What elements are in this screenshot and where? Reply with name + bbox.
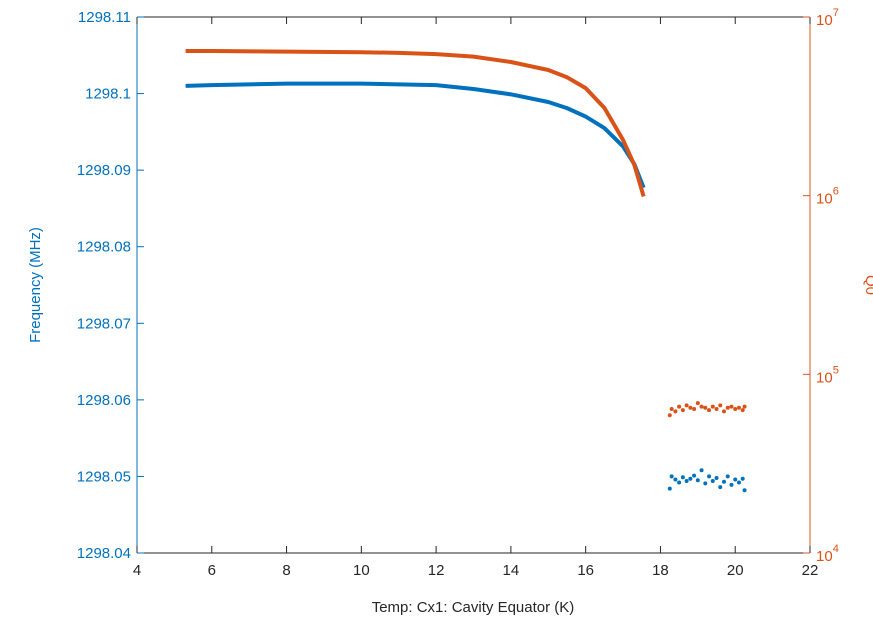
y2-tick-label: 106: [816, 186, 839, 208]
x-tick-label: 20: [727, 562, 744, 579]
y2-tick-exponent: 6: [833, 186, 839, 198]
data-point: [710, 479, 715, 484]
data-point: [667, 486, 672, 491]
data-point: [725, 405, 730, 410]
data-point: [673, 477, 678, 482]
data-point: [695, 478, 700, 483]
data-point: [673, 409, 678, 414]
data-point: [729, 404, 734, 409]
data-point: [699, 404, 704, 409]
data-point: [677, 480, 682, 485]
data-point: [667, 413, 672, 418]
data-point: [692, 406, 697, 411]
data-point: [688, 476, 693, 481]
x-tick-label: 12: [428, 562, 445, 579]
y2-tick-exponent: 4: [833, 543, 839, 555]
data-point: [669, 474, 674, 479]
x-tick-label: 18: [652, 562, 669, 579]
data-point: [684, 403, 689, 408]
x-tick-label: 8: [282, 562, 290, 579]
data-point: [722, 479, 727, 484]
x-tick-label: 10: [353, 562, 370, 579]
y-tick-label: 1298.09: [77, 162, 131, 179]
data-point: [736, 405, 741, 410]
data-point: [707, 474, 712, 479]
data-point: [729, 482, 734, 487]
data-point: [699, 468, 704, 473]
y-tick-label: 1298.04: [77, 545, 131, 562]
x-tick-label: 14: [503, 562, 520, 579]
data-point: [714, 406, 719, 411]
data-point: [695, 401, 700, 406]
y2-tick-label: 107: [816, 7, 839, 29]
data-point: [740, 408, 745, 413]
y2-axis-label: Q0: [862, 275, 873, 295]
data-point: [707, 408, 712, 413]
data-point: [718, 485, 723, 490]
data-point: [692, 473, 697, 478]
y-tick-label: 1298.08: [77, 239, 131, 256]
data-point: [740, 476, 745, 481]
y2-tick-label: 104: [816, 543, 839, 565]
data-point: [733, 406, 738, 411]
y2-tick-base: 10: [816, 191, 833, 208]
x-tick-label: 22: [802, 562, 819, 579]
y-tick-label: 1298.11: [78, 9, 131, 26]
y2-tick-exponent: 7: [833, 7, 839, 19]
x-tick-label: 16: [577, 562, 594, 579]
data-point: [680, 475, 685, 480]
y2-tick-base: 10: [816, 548, 833, 565]
y2-tick-exponent: 5: [833, 364, 839, 376]
y-tick-label: 1298.07: [77, 315, 131, 332]
data-point: [714, 475, 719, 480]
x-tick-label: 6: [208, 562, 216, 579]
data-point: [733, 477, 738, 482]
data-line: [185, 49, 646, 198]
data-point: [684, 479, 689, 484]
y-axis-label: Frequency (MHz): [27, 227, 44, 343]
data-point: [703, 481, 708, 486]
data-point: [718, 403, 723, 408]
y-tick-label: 1298.05: [77, 468, 131, 485]
data-point: [722, 409, 727, 414]
y-tick-label: 1298.06: [77, 392, 131, 409]
data-point: [677, 404, 682, 409]
data-point: [710, 404, 715, 409]
data-point: [669, 406, 674, 411]
x-axis-label: Temp: Cx1: Cavity Equator (K): [372, 599, 575, 616]
y2-tick-base: 10: [816, 369, 833, 386]
data-point: [725, 474, 730, 479]
x-tick-label: 4: [133, 562, 141, 579]
data-point: [742, 404, 747, 409]
y2-tick-base: 10: [816, 12, 833, 29]
data-point: [688, 405, 693, 410]
data-point: [742, 488, 747, 493]
y2-tick-label: 105: [816, 364, 839, 386]
data-line: [185, 81, 646, 189]
data-point: [680, 408, 685, 413]
y-tick-label: 1298.1: [85, 86, 131, 103]
data-point: [736, 480, 741, 485]
data-point: [703, 405, 708, 410]
